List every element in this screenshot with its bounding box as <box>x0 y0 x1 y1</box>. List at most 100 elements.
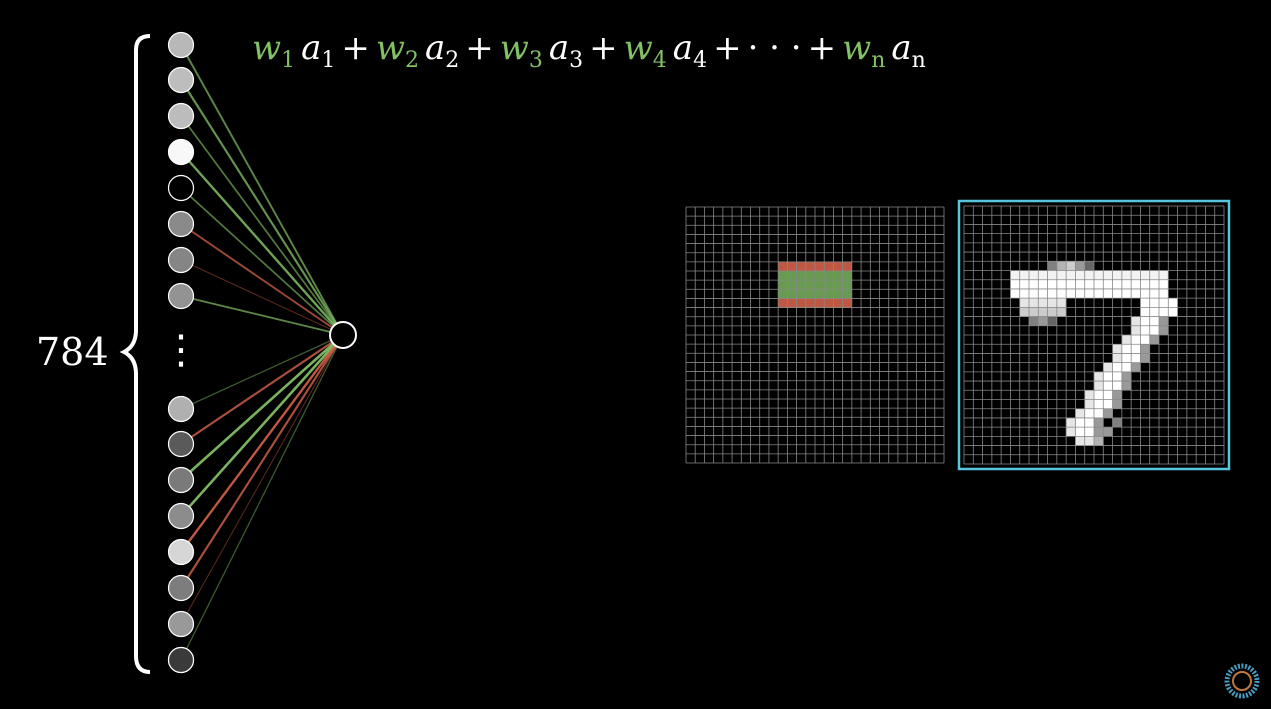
weight-edge <box>180 334 344 481</box>
input-neurons <box>167 31 195 674</box>
digit-pixel <box>1140 316 1150 326</box>
negative-weight-cell <box>787 261 797 271</box>
digit-pixel <box>1103 279 1113 289</box>
positive-weight-cell <box>796 289 806 299</box>
negative-weight-cell <box>842 261 852 271</box>
term-2: w2 a2 <box>376 28 459 73</box>
input-neuron <box>167 430 195 458</box>
positive-weight-cell <box>842 280 852 290</box>
digit-pixel <box>1131 325 1141 335</box>
weight-edge <box>180 334 344 410</box>
weight-symbol: w1 <box>252 28 296 73</box>
digit-pixel <box>1029 298 1039 308</box>
digit-pixel <box>1075 408 1085 418</box>
digit-pixel <box>1094 381 1104 391</box>
weight-edge <box>180 115 344 336</box>
digit-pixel <box>1075 288 1085 299</box>
digit-pixel <box>1075 436 1085 446</box>
negative-weight-cell <box>815 261 825 271</box>
input-neuron <box>167 502 195 530</box>
digit-pixel <box>1121 279 1132 289</box>
digit-pixel <box>1131 353 1141 363</box>
input-neuron <box>167 174 195 202</box>
input-neuron <box>167 31 195 59</box>
digit-pixel <box>1149 288 1159 299</box>
activation-symbol: a4 <box>672 28 708 73</box>
weight-connections <box>180 44 344 661</box>
digit-pixel <box>1029 270 1039 280</box>
plus-sign: + <box>465 28 494 68</box>
digit-pixel <box>1103 371 1113 382</box>
positive-weight-cell <box>842 271 852 281</box>
digit-pixel <box>1112 371 1122 382</box>
digit-pixel <box>1010 288 1020 299</box>
digit-pixel <box>1159 316 1169 326</box>
activation-symbol: a2 <box>425 28 460 73</box>
digit-pixel <box>1094 279 1104 289</box>
digit-pixel <box>1121 381 1132 391</box>
digit-pixel <box>1084 417 1094 428</box>
weight-edge <box>180 151 344 336</box>
negative-weight-cell <box>805 298 815 308</box>
digit-pixel <box>1149 279 1159 289</box>
digit-pixel <box>1131 279 1141 289</box>
digit-pixel <box>1066 270 1076 280</box>
digit-pixel <box>1075 279 1085 289</box>
positive-weight-cell <box>815 271 825 281</box>
digit-pixel <box>1019 298 1029 308</box>
digit-pixel <box>1103 390 1113 400</box>
digit-pixel <box>1112 279 1122 289</box>
digit-pixel <box>1112 288 1122 299</box>
weight-symbol: w3 <box>499 28 543 73</box>
digit-pixel <box>1019 288 1029 299</box>
plus-sign: + <box>807 28 837 68</box>
digit-pixel <box>1056 307 1067 317</box>
digit-pixel <box>1084 288 1094 299</box>
digit-pixel <box>1140 353 1150 363</box>
digit-pixel <box>1149 270 1159 280</box>
digit-frame <box>957 199 1231 471</box>
positive-weight-cell <box>805 271 815 281</box>
activation-symbol: a1 <box>301 28 336 73</box>
digit-pixel <box>1094 427 1104 437</box>
digit-pixel <box>1140 335 1150 345</box>
weight-symbol: w2 <box>375 28 419 73</box>
digit-pixel <box>1047 288 1057 299</box>
weight-edge <box>180 334 344 589</box>
positive-weight-cell <box>778 280 788 290</box>
digit-pixel <box>1056 279 1067 289</box>
positive-weight-cell <box>833 280 843 290</box>
digit-pixel <box>1103 399 1113 409</box>
input-count-label: 784 <box>36 330 109 374</box>
digit-pixel <box>1084 390 1094 400</box>
digit-pixel <box>1149 335 1159 345</box>
weight-edge <box>180 187 344 336</box>
positive-weight-cell <box>805 289 815 299</box>
digit-pixel <box>1112 344 1122 354</box>
digit-pixel <box>1112 270 1122 280</box>
digit-pixel <box>1038 270 1048 280</box>
digit-pixel <box>1140 307 1150 317</box>
positive-weight-cell <box>778 271 788 281</box>
negative-weight-cell <box>796 298 806 308</box>
digit-pixel <box>1112 362 1122 372</box>
input-neuron <box>167 574 195 602</box>
digit-pixel <box>1066 427 1076 437</box>
input-neuron <box>167 646 195 674</box>
digit-pixel <box>1047 316 1057 326</box>
positive-weight-cell <box>815 289 825 299</box>
negative-weight-cell <box>796 261 806 271</box>
positive-weight-cell <box>833 289 843 299</box>
digit-pixel <box>1159 288 1169 299</box>
negative-weight-cell <box>778 261 788 271</box>
digit-pixel <box>1121 335 1132 345</box>
input-neuron <box>167 610 195 638</box>
digit-pixel <box>1094 417 1104 428</box>
weight-symbol: w4 <box>623 28 667 73</box>
digit-pixel <box>1168 307 1178 317</box>
positive-weight-cell <box>824 280 834 290</box>
digit-pixel <box>1066 261 1076 271</box>
plus-sign: + <box>713 28 742 68</box>
positive-weight-cell <box>805 280 815 290</box>
digit-pixel <box>1149 325 1159 335</box>
